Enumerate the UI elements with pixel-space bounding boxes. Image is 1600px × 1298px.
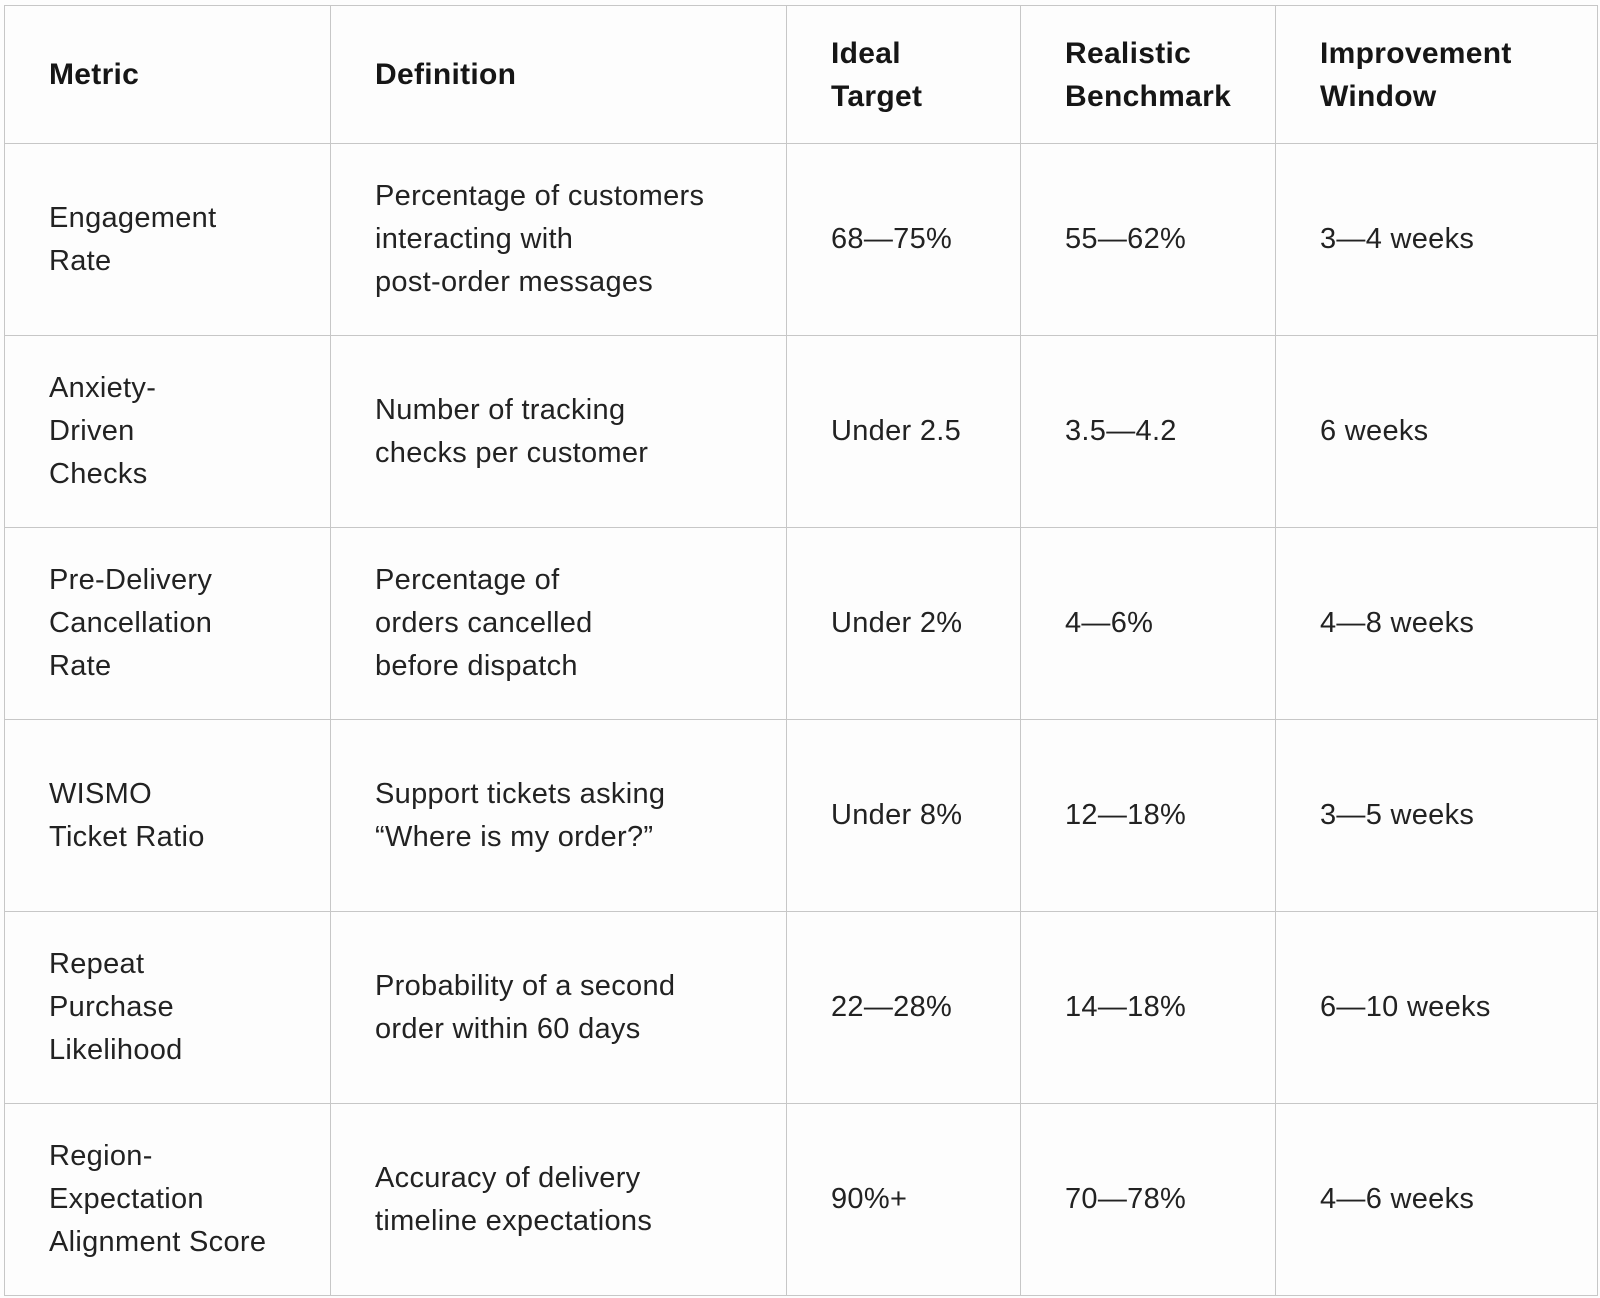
cell-improvement-window: 6 weeks xyxy=(1275,335,1598,528)
cell-realistic-benchmark: 4—6% xyxy=(1020,527,1276,720)
cell-definition: Accuracy of delivery timeline expectatio… xyxy=(330,1103,787,1296)
cell-realistic-benchmark: 14—18% xyxy=(1020,911,1276,1104)
cell-realistic-benchmark: 55—62% xyxy=(1020,143,1276,336)
cell-ideal-target: 22—28% xyxy=(786,911,1021,1104)
cell-realistic-benchmark: 70—78% xyxy=(1020,1103,1276,1296)
cell-definition: Number of tracking checks per customer xyxy=(330,335,787,528)
column-header-metric: Metric xyxy=(4,5,331,144)
column-header-ideal-target: Ideal Target xyxy=(786,5,1021,144)
table-row: Region- Expectation Alignment Score Accu… xyxy=(4,1103,1598,1296)
cell-metric: Engagement Rate xyxy=(4,143,331,336)
cell-improvement-window: 4—8 weeks xyxy=(1275,527,1598,720)
cell-improvement-window: 4—6 weeks xyxy=(1275,1103,1598,1296)
cell-ideal-target: 90%+ xyxy=(786,1103,1021,1296)
cell-definition: Percentage of customers interacting with… xyxy=(330,143,787,336)
metrics-table: Metric Definition Ideal Target Realistic… xyxy=(4,5,1598,1296)
cell-metric: Anxiety- Driven Checks xyxy=(4,335,331,528)
cell-definition: Percentage of orders cancelled before di… xyxy=(330,527,787,720)
header-row: Metric Definition Ideal Target Realistic… xyxy=(4,5,1598,144)
metrics-table-container: Metric Definition Ideal Target Realistic… xyxy=(4,5,1598,1296)
column-header-definition: Definition xyxy=(330,5,787,144)
cell-ideal-target: 68—75% xyxy=(786,143,1021,336)
column-header-realistic-benchmark: Realistic Benchmark xyxy=(1020,5,1276,144)
cell-ideal-target: Under 8% xyxy=(786,719,1021,912)
cell-realistic-benchmark: 12—18% xyxy=(1020,719,1276,912)
column-header-improvement-window: Improvement Window xyxy=(1275,5,1598,144)
cell-improvement-window: 3—4 weeks xyxy=(1275,143,1598,336)
table-row: Engagement Rate Percentage of customers … xyxy=(4,143,1598,336)
table-row: Pre-Delivery Cancellation Rate Percentag… xyxy=(4,527,1598,720)
table-row: Repeat Purchase Likelihood Probability o… xyxy=(4,911,1598,1104)
table-row: WISMO Ticket Ratio Support tickets askin… xyxy=(4,719,1598,912)
cell-metric: Pre-Delivery Cancellation Rate xyxy=(4,527,331,720)
cell-definition: Probability of a second order within 60 … xyxy=(330,911,787,1104)
cell-metric: Region- Expectation Alignment Score xyxy=(4,1103,331,1296)
table-row: Anxiety- Driven Checks Number of trackin… xyxy=(4,335,1598,528)
cell-definition: Support tickets asking “Where is my orde… xyxy=(330,719,787,912)
cell-ideal-target: Under 2% xyxy=(786,527,1021,720)
cell-metric: Repeat Purchase Likelihood xyxy=(4,911,331,1104)
cell-improvement-window: 3—5 weeks xyxy=(1275,719,1598,912)
cell-realistic-benchmark: 3.5—4.2 xyxy=(1020,335,1276,528)
cell-ideal-target: Under 2.5 xyxy=(786,335,1021,528)
cell-improvement-window: 6—10 weeks xyxy=(1275,911,1598,1104)
cell-metric: WISMO Ticket Ratio xyxy=(4,719,331,912)
